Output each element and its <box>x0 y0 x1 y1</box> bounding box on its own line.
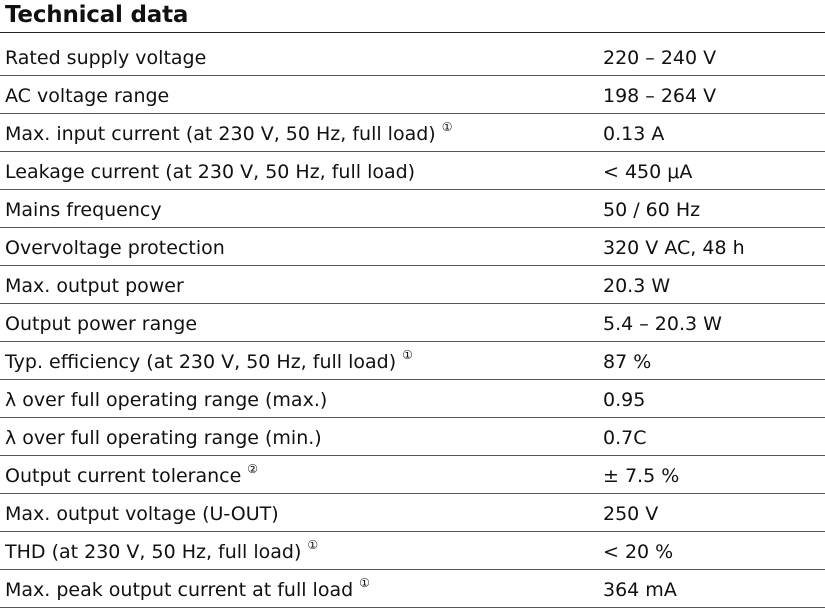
parameter-label: Output power range <box>5 312 198 335</box>
value-cell: 20.3 W <box>600 265 825 304</box>
footnote-marker: ② <box>247 461 259 476</box>
value-cell: 87 % <box>600 341 825 380</box>
footnote-marker: ① <box>359 575 370 590</box>
table-row: Max. output voltage (U-OUT) 250 V <box>0 493 825 532</box>
table-row: λ over full operating range (max.) 0.95 <box>0 379 825 418</box>
value-cell: 198 – 264 V <box>600 75 825 114</box>
footnote-marker: ① <box>402 347 413 362</box>
value-cell: 0.95 <box>600 379 825 418</box>
parameter-cell: Max. input current (at 230 V, 50 Hz, ful… <box>0 113 600 152</box>
value-cell: ± 7.5 % <box>600 455 825 494</box>
value-cell: 320 V AC, 48 h <box>600 227 825 266</box>
parameter-cell: Max. peak output current at full load ① <box>0 569 600 608</box>
parameter-label: Overvoltage protection <box>5 236 225 259</box>
parameter-cell: Output current tolerance ② <box>0 455 600 494</box>
table-row: λ over full operating range (min.) 0.7C <box>0 417 825 456</box>
value-cell: 250 V <box>600 493 825 532</box>
parameter-cell: Leakage current (at 230 V, 50 Hz, full l… <box>0 151 600 190</box>
parameter-label: Rated supply voltage <box>5 46 207 69</box>
value-cell: 5.4 – 20.3 W <box>600 303 825 342</box>
footnote-marker: ① <box>441 119 453 134</box>
table-row: Mains frequency 50 / 60 Hz <box>0 189 825 228</box>
footnote-marker: ① <box>307 537 319 552</box>
value-cell: 220 – 240 V <box>600 37 825 76</box>
parameter-cell: λ over full operating range (max.) <box>0 379 600 418</box>
table-row: Max. output power 20.3 W <box>0 265 825 304</box>
section-title: Technical data <box>5 2 189 28</box>
parameter-cell: Overvoltage protection <box>0 227 600 266</box>
parameter-cell: Rated supply voltage <box>0 37 600 76</box>
parameter-label: Max. input current (at 230 V, 50 Hz, ful… <box>5 122 436 145</box>
parameter-cell: AC voltage range <box>0 75 600 114</box>
parameter-label: THD (at 230 V, 50 Hz, full load) <box>5 540 302 563</box>
table-row: Max. input current (at 230 V, 50 Hz, ful… <box>0 113 825 152</box>
table-row: THD (at 230 V, 50 Hz, full load) ① < 20 % <box>0 531 825 570</box>
value-cell: < 450 μA <box>600 151 825 190</box>
value-cell: 364 mA <box>600 569 825 608</box>
parameter-label: AC voltage range <box>5 84 170 107</box>
parameter-label: Max. output voltage (U-OUT) <box>5 502 279 525</box>
value-cell: < 20 % <box>600 531 825 570</box>
parameter-cell: Mains frequency <box>0 189 600 228</box>
table-row: Typ. efficiency (at 230 V, 50 Hz, full l… <box>0 341 825 380</box>
parameter-label: λ over full operating range (max.) <box>5 388 328 411</box>
parameter-label: λ over full operating range (min.) <box>5 426 322 449</box>
parameter-cell: λ over full operating range (min.) <box>0 417 600 456</box>
parameter-label: Mains frequency <box>5 198 162 221</box>
parameter-cell: THD (at 230 V, 50 Hz, full load) ① <box>0 531 600 570</box>
parameter-label: Leakage current (at 230 V, 50 Hz, full l… <box>5 160 416 183</box>
parameter-cell: Output power range <box>0 303 600 342</box>
technical-data-table: Rated supply voltage 220 – 240 V AC volt… <box>0 37 825 608</box>
table-row: Output current tolerance ② ± 7.5 % <box>0 455 825 494</box>
parameter-cell: Max. output power <box>0 265 600 304</box>
parameter-cell: Max. output voltage (U-OUT) <box>0 493 600 532</box>
value-cell: 0.7C <box>600 417 825 456</box>
value-cell: 0.13 A <box>600 113 825 152</box>
table-row: Overvoltage protection 320 V AC, 48 h <box>0 227 825 266</box>
value-cell: 50 / 60 Hz <box>600 189 825 228</box>
parameter-label: Typ. efficiency (at 230 V, 50 Hz, full l… <box>5 350 397 373</box>
table-row: Rated supply voltage 220 – 240 V <box>0 37 825 76</box>
title-divider <box>0 32 825 33</box>
table-row: Max. peak output current at full load ① 3… <box>0 569 825 608</box>
table-row: Leakage current (at 230 V, 50 Hz, full l… <box>0 151 825 190</box>
parameter-cell: Typ. efficiency (at 230 V, 50 Hz, full l… <box>0 341 600 380</box>
parameter-label: Output current tolerance <box>5 464 242 487</box>
parameter-label: Max. output power <box>5 274 184 297</box>
table-row: AC voltage range 198 – 264 V <box>0 75 825 114</box>
table-row: Output power range 5.4 – 20.3 W <box>0 303 825 342</box>
parameter-label: Max. peak output current at full load <box>5 578 354 601</box>
